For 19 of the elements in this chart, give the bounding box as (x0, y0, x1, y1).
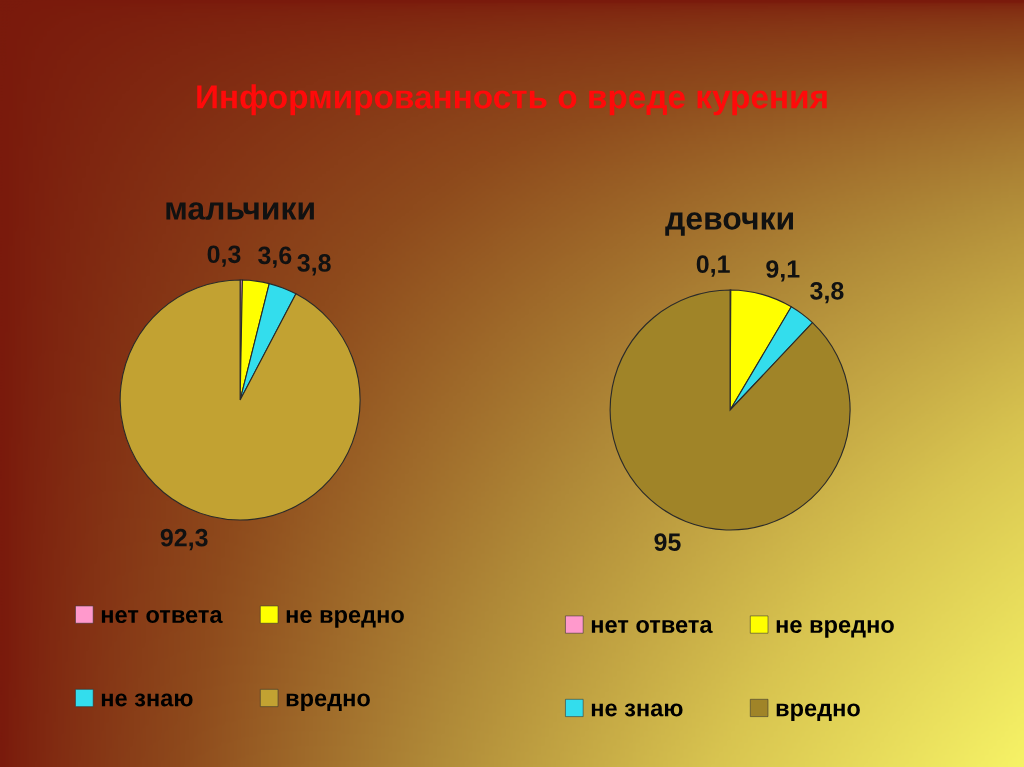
legend-label: вредно (286, 693, 370, 712)
data-label: 9,1 (766, 260, 800, 282)
legend-label: нет ответа (591, 620, 713, 634)
data-label: 95 (654, 533, 681, 552)
data-label: 3,8 (297, 254, 331, 276)
data-label: 92,3 (160, 528, 208, 551)
legend-label: не вредно (776, 620, 894, 638)
chart-title: девочки (665, 212, 793, 236)
legend-label: не знаю (591, 703, 683, 717)
legend-label: не вредно (286, 610, 404, 628)
data-label: 3,8 (810, 281, 844, 304)
legend-label: нет ответа (101, 610, 223, 624)
legend-label: вредно (776, 703, 860, 722)
data-label: 0,1 (696, 255, 730, 277)
data-label: 0,3 (207, 245, 241, 267)
legend-label: не знаю (101, 693, 193, 707)
text: Информированность о вреде курения (197, 84, 827, 116)
chart-title: мальчики (166, 202, 314, 220)
data-label: 3,6 (258, 246, 292, 268)
